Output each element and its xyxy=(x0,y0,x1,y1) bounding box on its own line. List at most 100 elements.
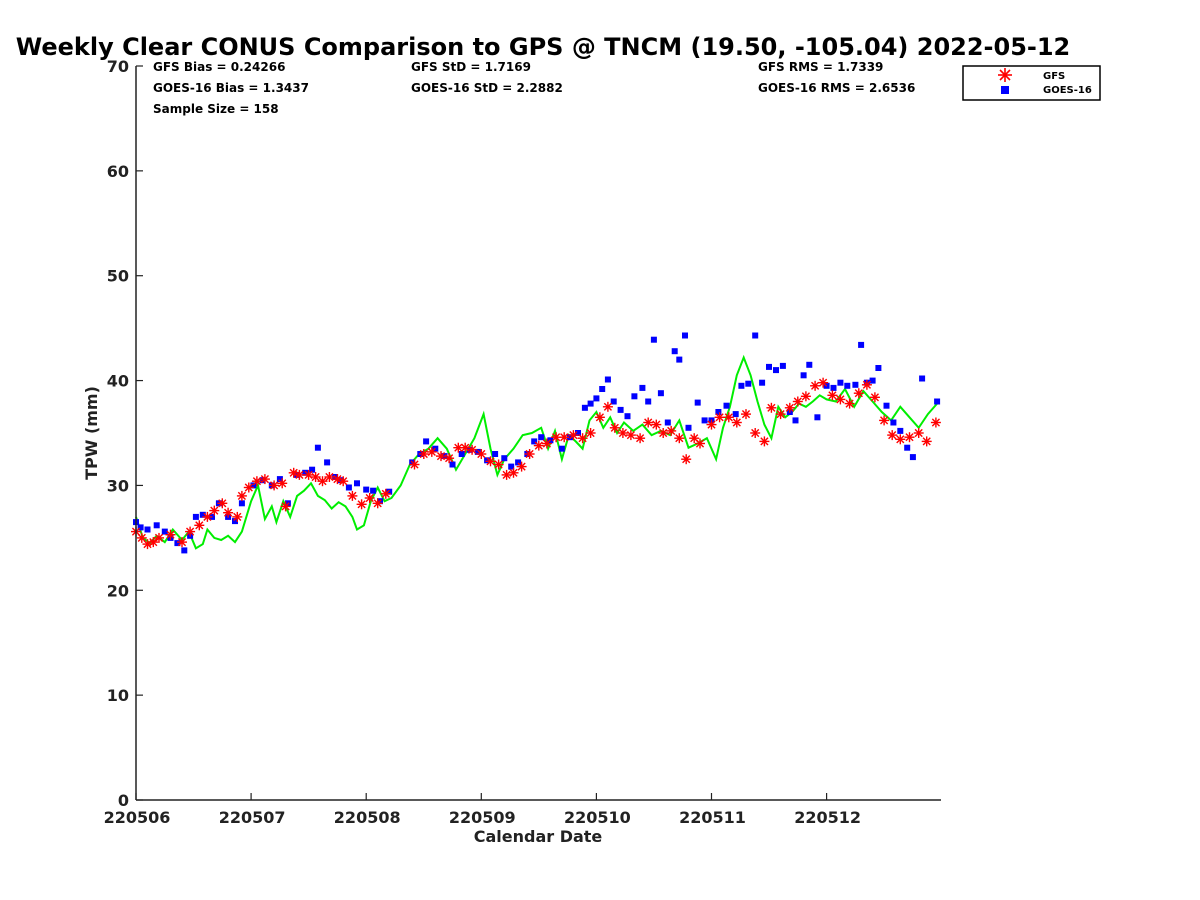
goes-16-point xyxy=(174,540,181,547)
gfs-point xyxy=(551,432,562,443)
gfs-point xyxy=(409,459,420,470)
y-tick-label: 70 xyxy=(107,57,129,76)
y-axis-label: TPW (mm) xyxy=(82,386,101,480)
gfs-point xyxy=(792,396,803,407)
legend-box xyxy=(962,65,1101,101)
goes-16-point xyxy=(624,413,631,420)
gfs-point xyxy=(277,478,288,489)
goes-16-point xyxy=(538,434,545,441)
goes-16-point xyxy=(639,384,646,391)
x-tick-label: 220506 xyxy=(104,808,171,827)
gfs-point xyxy=(674,433,685,444)
goes-16-point xyxy=(671,348,678,355)
gfs-point xyxy=(303,469,314,480)
gfs-point xyxy=(695,438,705,449)
goes-16-point xyxy=(814,414,821,421)
goes-16-point xyxy=(604,376,611,383)
goes-16-point xyxy=(919,375,926,382)
goes-16-point xyxy=(354,480,360,487)
gfs-point xyxy=(741,409,751,420)
gfs-point xyxy=(194,520,205,531)
gfs-point xyxy=(209,505,220,516)
gfs-point xyxy=(324,472,335,482)
goes-16-point xyxy=(324,459,331,466)
gfs-point xyxy=(524,449,535,459)
goes-16-point xyxy=(599,386,606,392)
gfs-point xyxy=(338,476,349,487)
gfs-point xyxy=(259,474,270,485)
goes-16-point xyxy=(161,528,168,535)
goes-16-point xyxy=(773,367,779,374)
goes-16-point xyxy=(766,363,772,370)
x-tick-label: 220511 xyxy=(679,808,746,827)
gfs-point xyxy=(651,419,662,430)
goes-16-point xyxy=(581,404,588,411)
gfs-point xyxy=(460,442,471,453)
goes-16-point xyxy=(792,417,799,424)
goes-16-point xyxy=(192,513,199,520)
goes-16-point xyxy=(484,457,491,464)
gfs-point xyxy=(236,490,247,501)
gfs-point xyxy=(602,401,613,412)
goes-16-point xyxy=(250,482,257,489)
gfs-point xyxy=(364,493,375,503)
goes-16-point xyxy=(934,398,941,405)
gfs-point xyxy=(913,428,924,438)
gfs-point xyxy=(750,428,761,438)
goes-16-point xyxy=(909,454,916,461)
gfs-point xyxy=(869,392,880,403)
gfs-point xyxy=(930,417,941,428)
gfs-point xyxy=(585,428,596,438)
goes-16-point xyxy=(181,547,188,554)
axes: 0 10 20 30 40 50 60 70 220506 220507 220508 220509 2… xyxy=(82,57,941,846)
gfs-point xyxy=(485,456,496,467)
gfs-point xyxy=(148,537,159,548)
gfs-point xyxy=(635,433,646,444)
gfs-point xyxy=(269,480,280,491)
goes-16-point xyxy=(701,417,708,424)
goes-16-point xyxy=(610,398,617,405)
goes-16-point xyxy=(890,419,897,426)
gfs-point xyxy=(165,529,176,540)
gfs-point xyxy=(609,422,620,433)
gfs-point xyxy=(568,430,579,441)
goes-16-point xyxy=(302,469,309,476)
stat-gfs-bias: GFS Bias = 0.24266 xyxy=(153,60,285,74)
gfs-point xyxy=(853,388,864,399)
gfs-point xyxy=(800,391,811,402)
gfs-point xyxy=(766,402,777,413)
goes-16-point xyxy=(858,341,865,348)
gfs-point xyxy=(347,490,358,501)
gfs-point xyxy=(577,433,588,444)
goes-16-point xyxy=(844,382,851,389)
goes-16-point xyxy=(837,379,844,386)
stat-goes-rms: GOES-16 RMS = 2.6536 xyxy=(758,81,915,95)
x-tick-label: 220508 xyxy=(334,808,401,827)
stats-block: GFS Bias = 0.24266 GOES-16 Bias = 1.3437… xyxy=(153,60,915,116)
gfs-point xyxy=(895,434,906,445)
goes-16-point xyxy=(363,486,370,493)
goes-16-point xyxy=(587,400,594,407)
stat-goes-bias: GOES-16 Bias = 1.3437 xyxy=(153,81,309,95)
gfs-point xyxy=(372,498,383,509)
x-tick-label: 220510 xyxy=(564,808,631,827)
goes-16-point xyxy=(575,430,581,436)
goes-16-point xyxy=(664,419,671,426)
chart-title: Weekly Clear CONUS Comparison to GPS @ T… xyxy=(16,33,1071,61)
gfs-point xyxy=(731,417,742,428)
goes-16-point xyxy=(732,411,739,418)
x-tick-label: 220507 xyxy=(219,808,286,827)
y-tick-label: 10 xyxy=(107,686,129,705)
gfs-point xyxy=(185,526,196,537)
goes-16-point xyxy=(869,377,876,384)
stat-sample-size: Sample Size = 158 xyxy=(153,102,279,116)
gfs-point xyxy=(879,415,890,426)
goes-16-point xyxy=(276,476,283,483)
goes-16-point xyxy=(685,424,692,431)
goes-16-point xyxy=(337,477,344,484)
gfs-point xyxy=(714,412,725,423)
goes-16-point xyxy=(904,444,911,451)
goes-16-point xyxy=(309,466,316,473)
goes-16-point xyxy=(314,444,321,451)
stat-gfs-rms: GFS RMS = 1.7339 xyxy=(758,60,883,74)
